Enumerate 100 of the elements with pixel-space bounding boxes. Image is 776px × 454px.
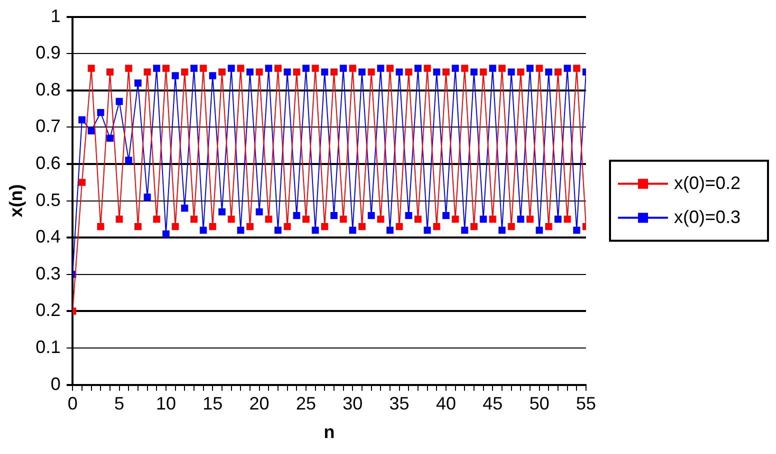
- y-tick-label: 0.8: [36, 79, 61, 100]
- point: [386, 64, 394, 72]
- point: [536, 64, 543, 72]
- point: [312, 64, 319, 72]
- point: [246, 223, 254, 230]
- y-tick-label: 0.4: [36, 226, 61, 247]
- point: [256, 208, 263, 216]
- x-tick-label: 5: [114, 394, 124, 414]
- point: [274, 64, 282, 72]
- point: [190, 216, 198, 223]
- y-tick-label: 0.1: [36, 336, 61, 357]
- x-tick-label: 15: [202, 394, 223, 414]
- point: [517, 68, 524, 76]
- point: [228, 64, 235, 72]
- point: [414, 216, 422, 223]
- point: [414, 64, 422, 72]
- point: [340, 216, 347, 223]
- point: [302, 216, 310, 223]
- y-tick-label: 0.2: [36, 300, 61, 320]
- point: [237, 226, 244, 234]
- point: [405, 212, 412, 220]
- x-tick-label: 0: [68, 394, 78, 414]
- point: [218, 68, 226, 76]
- point: [377, 216, 384, 223]
- y-tick-label: 0.3: [36, 263, 61, 284]
- point: [498, 226, 506, 234]
- x-tick-label: 55: [576, 394, 596, 414]
- point: [340, 64, 347, 72]
- point: [358, 68, 366, 76]
- point: [433, 68, 440, 76]
- point: [442, 212, 450, 220]
- x-tick-label: 30: [342, 394, 363, 414]
- point: [284, 223, 291, 230]
- point: [312, 226, 319, 234]
- point: [274, 226, 282, 234]
- point: [526, 64, 534, 72]
- point: [256, 68, 263, 76]
- point: [228, 216, 235, 223]
- point: [265, 216, 272, 223]
- point: [564, 64, 571, 72]
- point: [480, 68, 487, 76]
- point: [508, 68, 515, 76]
- point: [97, 108, 104, 116]
- point: [209, 72, 216, 80]
- point: [554, 68, 562, 76]
- point: [517, 216, 524, 223]
- point: [461, 226, 468, 234]
- point: [181, 68, 188, 76]
- point: [480, 216, 487, 223]
- point: [554, 216, 562, 223]
- point: [377, 64, 384, 72]
- y-axis-title: x(n): [6, 184, 26, 218]
- point: [452, 216, 459, 223]
- point: [349, 226, 356, 234]
- point: [88, 127, 95, 134]
- x-tick-label: 40: [436, 394, 456, 414]
- point: [153, 64, 160, 72]
- y-tick-label: 0.7: [36, 116, 61, 136]
- point: [88, 64, 95, 72]
- point: [162, 230, 170, 238]
- point: [489, 64, 496, 72]
- y-tick-label: 0.5: [36, 190, 61, 210]
- point: [470, 68, 478, 76]
- point: [265, 64, 272, 72]
- point: [470, 223, 478, 230]
- point: [368, 212, 375, 220]
- point: [125, 64, 132, 72]
- point: [405, 68, 412, 76]
- point: [573, 226, 580, 234]
- point: [172, 72, 179, 80]
- point: [116, 216, 123, 223]
- point: [330, 68, 338, 76]
- point: [545, 68, 552, 76]
- point: [452, 64, 459, 72]
- point: [508, 223, 515, 230]
- point: [321, 223, 328, 230]
- point: [218, 208, 226, 216]
- point: [172, 223, 179, 230]
- x-tick-label: 10: [156, 394, 176, 414]
- legend-label: x(0)=0.2: [674, 172, 741, 193]
- point: [106, 68, 114, 76]
- y-tick-label: 1: [50, 6, 61, 26]
- point: [246, 68, 254, 76]
- point: [144, 68, 151, 76]
- point: [181, 204, 188, 212]
- point: [461, 64, 468, 72]
- point: [134, 223, 142, 230]
- point: [526, 216, 534, 223]
- point: [125, 156, 132, 164]
- point: [200, 226, 207, 234]
- x-axis-title: n: [324, 422, 335, 442]
- point: [78, 116, 86, 124]
- point: [78, 178, 86, 186]
- point: [293, 212, 300, 220]
- point: [396, 223, 403, 230]
- y-tick-label: 0.9: [36, 42, 61, 63]
- point: [134, 80, 142, 87]
- point: [386, 226, 394, 234]
- point: [564, 216, 571, 223]
- point: [144, 194, 151, 201]
